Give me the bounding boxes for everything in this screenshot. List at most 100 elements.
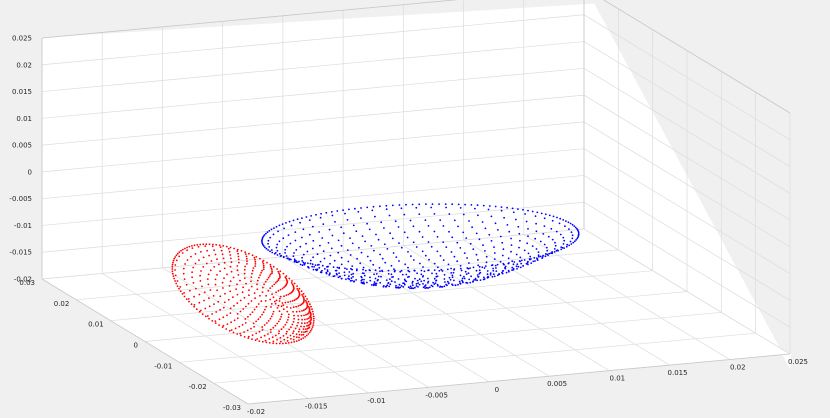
data-point — [478, 238, 481, 241]
data-point — [351, 242, 354, 245]
data-point — [175, 254, 178, 257]
data-point — [385, 285, 388, 288]
data-point — [340, 256, 343, 259]
data-point — [310, 305, 312, 308]
x-tick-label: 0.01 — [610, 375, 626, 383]
data-point — [471, 226, 473, 229]
data-point — [209, 269, 212, 272]
data-point — [454, 284, 457, 287]
data-point — [229, 280, 232, 283]
data-point — [411, 280, 414, 283]
data-point — [362, 281, 365, 284]
data-point — [381, 257, 384, 260]
data-point — [211, 320, 214, 322]
data-point — [262, 243, 264, 246]
data-point — [262, 311, 265, 314]
data-point — [179, 290, 182, 293]
data-point — [412, 241, 415, 244]
data-point — [305, 334, 308, 337]
data-point — [348, 208, 350, 211]
grid-line-z-side — [583, 41, 791, 167]
data-point — [184, 263, 187, 265]
data-point — [283, 295, 285, 298]
data-point — [546, 253, 549, 256]
data-point — [269, 263, 272, 266]
data-point — [323, 257, 326, 260]
data-point — [433, 213, 436, 215]
data-point — [461, 277, 464, 280]
grid-line-z-side — [583, 68, 791, 194]
data-point — [287, 316, 290, 319]
data-point — [372, 283, 375, 286]
data-point — [311, 265, 314, 268]
data-point — [243, 296, 246, 299]
data-point — [237, 252, 239, 255]
data-point — [307, 262, 309, 265]
data-point — [291, 280, 293, 282]
data-point — [445, 246, 448, 249]
data-point — [563, 239, 566, 242]
data-point — [340, 244, 343, 247]
data-point — [310, 316, 312, 319]
data-point — [490, 264, 493, 267]
data-point — [181, 293, 184, 295]
data-point — [229, 257, 232, 260]
data-point — [481, 266, 484, 269]
data-point — [290, 326, 292, 328]
data-point — [259, 316, 262, 318]
data-point — [576, 229, 579, 232]
data-point — [328, 273, 331, 276]
data-point — [213, 303, 215, 305]
data-point — [314, 264, 317, 266]
data-point — [340, 226, 343, 229]
data-point — [550, 252, 552, 255]
y-tick-label: -0.01 — [154, 362, 172, 370]
data-point — [534, 237, 537, 240]
data-point — [355, 269, 358, 272]
data-point — [374, 282, 376, 285]
data-point — [478, 269, 481, 272]
data-point — [271, 285, 274, 287]
data-point — [397, 226, 400, 228]
data-point — [250, 280, 252, 283]
data-point — [489, 274, 492, 276]
data-point — [316, 268, 319, 271]
data-point — [289, 242, 292, 245]
data-point — [437, 285, 439, 287]
data-point — [510, 244, 513, 247]
z-tick-label: -0.01 — [14, 222, 32, 230]
grid-line-y — [179, 311, 722, 363]
data-point — [430, 245, 433, 248]
data-point — [294, 239, 297, 242]
data-point — [325, 271, 328, 274]
data-point — [311, 308, 313, 311]
data-point — [403, 213, 406, 216]
data-point — [451, 274, 454, 277]
data-point — [236, 250, 239, 253]
data-point — [307, 305, 310, 308]
data-point — [468, 262, 470, 264]
data-point — [307, 300, 310, 303]
data-point — [398, 204, 401, 206]
data-point — [203, 299, 206, 302]
data-point — [281, 223, 284, 226]
data-point — [257, 303, 260, 305]
data-point — [261, 286, 264, 289]
data-point — [190, 303, 193, 306]
data-point — [321, 264, 324, 267]
data-point — [266, 322, 268, 324]
data-point — [413, 269, 416, 272]
data-point — [352, 272, 355, 275]
x-tick-label: -0.015 — [305, 402, 328, 410]
data-point — [274, 324, 277, 327]
data-point — [221, 253, 224, 256]
data-point — [211, 313, 214, 315]
data-point — [464, 203, 466, 206]
data-point — [529, 255, 532, 258]
data-point — [336, 266, 339, 269]
data-point — [266, 231, 269, 234]
data-point — [254, 258, 256, 261]
data-point — [311, 326, 314, 328]
data-point — [349, 254, 352, 256]
data-point — [433, 277, 436, 280]
